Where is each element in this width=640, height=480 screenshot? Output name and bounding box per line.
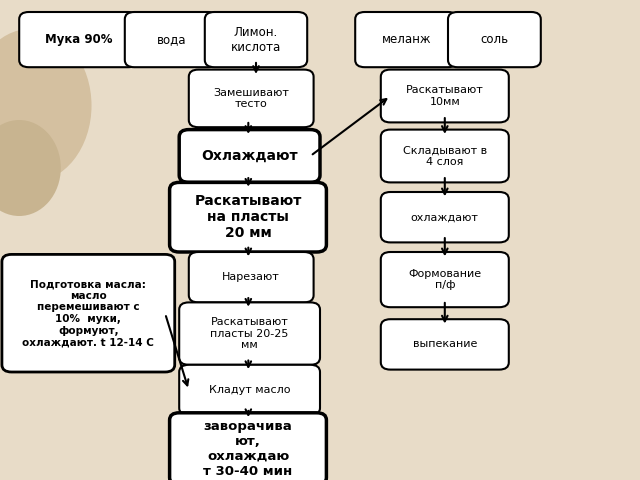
Text: Нарезают: Нарезают: [222, 272, 280, 282]
Text: Охлаждают: Охлаждают: [202, 149, 298, 163]
Text: соль: соль: [481, 33, 508, 46]
FancyBboxPatch shape: [179, 365, 320, 415]
Text: вода: вода: [156, 33, 186, 46]
Ellipse shape: [0, 29, 92, 182]
FancyBboxPatch shape: [189, 252, 314, 302]
Text: Складывают в
4 слоя: Складывают в 4 слоя: [403, 145, 487, 167]
Text: Замешивают
тесто: Замешивают тесто: [213, 87, 289, 109]
FancyBboxPatch shape: [381, 319, 509, 370]
FancyBboxPatch shape: [381, 192, 509, 242]
FancyBboxPatch shape: [205, 12, 307, 67]
FancyBboxPatch shape: [355, 12, 458, 67]
Text: Раскатывают
10мм: Раскатывают 10мм: [406, 85, 484, 107]
FancyBboxPatch shape: [189, 70, 314, 127]
Text: выпекание: выпекание: [413, 339, 477, 349]
Text: Мука 90%: Мука 90%: [45, 33, 112, 46]
Ellipse shape: [0, 120, 61, 216]
FancyBboxPatch shape: [170, 182, 326, 252]
Text: охлаждают: охлаждают: [411, 212, 479, 222]
Text: меланж: меланж: [381, 33, 431, 46]
Text: Кладут масло: Кладут масло: [209, 385, 291, 395]
Text: Подготовка масла:
масло
перемешивают с
10%  муки,
формуют,
охлаждают. t 12-14 С: Подготовка масла: масло перемешивают с 1…: [22, 279, 154, 347]
FancyBboxPatch shape: [381, 130, 509, 182]
Text: заворачива
ют,
охлаждаю
т 30-40 мин: заворачива ют, охлаждаю т 30-40 мин: [204, 420, 292, 478]
FancyBboxPatch shape: [179, 130, 320, 182]
FancyBboxPatch shape: [381, 252, 509, 307]
FancyBboxPatch shape: [2, 254, 175, 372]
FancyBboxPatch shape: [179, 302, 320, 365]
Text: Формование
п/ф: Формование п/ф: [408, 269, 481, 290]
FancyBboxPatch shape: [170, 413, 326, 480]
FancyBboxPatch shape: [125, 12, 218, 67]
Text: Раскатывают
пласты 20-25
мм: Раскатывают пласты 20-25 мм: [211, 317, 289, 350]
Text: Раскатывают
на пласты
20 мм: Раскатывают на пласты 20 мм: [195, 194, 301, 240]
Text: Лимон.
кислота: Лимон. кислота: [231, 25, 281, 54]
FancyBboxPatch shape: [448, 12, 541, 67]
FancyBboxPatch shape: [19, 12, 138, 67]
FancyBboxPatch shape: [381, 70, 509, 122]
